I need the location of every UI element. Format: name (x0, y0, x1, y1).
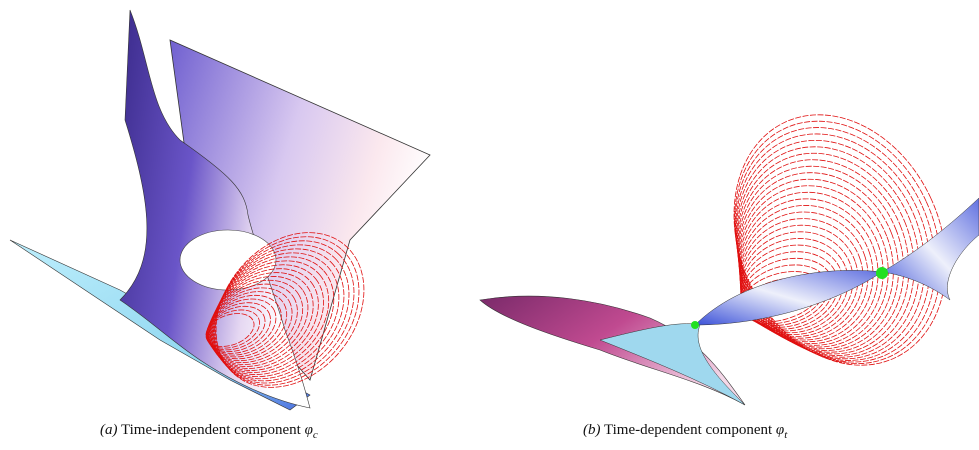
caption-subscript: t (784, 429, 787, 441)
panel-a-art (10, 10, 430, 415)
panel-b-art (480, 80, 979, 405)
fixed-point (876, 267, 888, 279)
figure-art (0, 0, 979, 415)
fixed-point (691, 321, 699, 329)
caption-a: (a) Time-independent component φc (100, 422, 318, 441)
caption-symbol: φ (305, 422, 313, 438)
left-sheet (480, 296, 745, 405)
page: (a) Time-independent component φc (b) Ti… (0, 0, 979, 450)
caption-label: (b) (583, 422, 601, 438)
caption-b: (b) Time-dependent component φt (583, 422, 787, 441)
lens-surface (695, 270, 882, 325)
caption-label: (a) (100, 422, 118, 438)
cyan-flap (600, 324, 745, 405)
caption-subscript: c (313, 429, 318, 441)
caption-symbol: φ (776, 422, 784, 438)
caption-text: Time-dependent component (604, 422, 772, 438)
caption-text: Time-independent component (121, 422, 301, 438)
